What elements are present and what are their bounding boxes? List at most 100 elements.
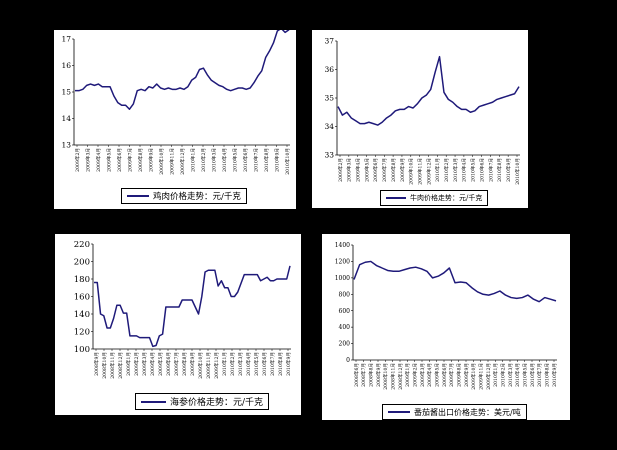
y-tick-label: 16 (61, 61, 71, 70)
y-tick-label: 400 (339, 324, 351, 331)
y-tick-label: 140 (74, 310, 90, 320)
x-tick-label: 2009年10月 (197, 352, 204, 379)
x-tick-label: 2010年6月 (242, 148, 249, 172)
x-tick-label: 2010年1月 (221, 352, 228, 376)
x-tick-label: 2010年4月 (514, 363, 521, 387)
x-tick-label: 2009年1月 (125, 352, 132, 376)
legend-label: 番茄酱出口价格走势：美元/吨 (414, 407, 521, 417)
x-tick-label: 2010年8月 (543, 363, 550, 387)
x-tick-label: 2010年3月 (237, 352, 244, 376)
x-tick-label: 2010年7月 (536, 363, 543, 387)
x-tick-label: 2010年2月 (499, 363, 506, 387)
x-tick-label: 2010年6月 (261, 352, 268, 376)
x-tick-label: 2009年8月 (137, 148, 144, 172)
x-tick-label: 2010年1月 (492, 363, 499, 387)
y-tick-label: 34 (324, 122, 334, 131)
x-tick-label: 2010年1月 (434, 158, 441, 182)
x-tick-label: 2009年9月 (189, 352, 196, 376)
legend-sea-cucumber: 海参价格走势：元/千克 (135, 393, 270, 410)
x-tick-label: 2010年10月 (514, 158, 521, 185)
series-line (75, 30, 290, 110)
chart-panel-sea-cucumber: 100 120 140 160 180 200 220 2008年9月 2008年10月 2008… (55, 234, 301, 415)
x-tick-label: 2009年12月 (179, 148, 186, 175)
x-tick-label: 2010年4月 (245, 352, 252, 376)
x-tick-label: 2009年11月 (477, 363, 484, 390)
x-tick-label: 2010年3月 (507, 363, 514, 387)
y-tick-label: 1200 (335, 259, 350, 266)
x-tick-label: 2010年3月 (452, 158, 459, 182)
x-tick-label: 2009年6月 (372, 158, 379, 182)
x-tick-label: 2009年3月 (419, 363, 426, 387)
legend-label: 牛肉价格走势：元/千克 (410, 194, 483, 202)
x-tick-label: 2009年2月 (337, 158, 344, 182)
chart-panel-beef: 33 34 35 36 37 2009年2月 2009年3月 2009年4月 2009年5月 20… (312, 30, 528, 208)
y-tick-label: 35 (324, 94, 334, 103)
x-tick-label: 2008年9月 (375, 363, 382, 387)
x-tick-label: 2009年5月 (433, 363, 440, 387)
y-tick-label: 13 (61, 141, 71, 150)
x-tick-label: 2010年7月 (487, 158, 494, 182)
x-tick-label: 2009年5月 (157, 352, 164, 376)
x-tick-label: 2009年10月 (470, 363, 477, 390)
x-tick-label: 2008年10月 (101, 352, 108, 379)
x-tick-label: 2009年8月 (181, 352, 188, 376)
y-tick-label: 160 (74, 292, 90, 302)
x-tick-label: 2008年8月 (367, 363, 374, 387)
x-tick-label: 2010年8月 (277, 352, 284, 376)
x-tick-label: 2010年9月 (285, 352, 292, 376)
x-tick-label: 2010年8月 (263, 148, 270, 172)
x-tick-label: 2010年5月 (521, 363, 528, 387)
y-tick-label: 1400 (335, 242, 350, 249)
x-tick-label: 2010年6月 (529, 363, 536, 387)
x-tick-label: 2009年5月 (363, 158, 370, 182)
x-tick-label: 2009年6月 (165, 352, 172, 376)
x-tick-label: 2008年6月 (353, 363, 360, 387)
x-tick-label: 2009年2月 (411, 363, 418, 387)
x-tick-label: 2010年10月 (284, 148, 291, 175)
chart-panel-tomato-paste: 0 200 400 600 800 1000 1200 1400 2008年6月 2008年7月 2… (322, 234, 570, 420)
x-tick-label: 2010年4月 (221, 148, 228, 172)
x-tick-label: 2010年9月 (273, 148, 280, 172)
x-tick-label: 2009年4月 (149, 352, 156, 376)
x-tick-label: 2009年3月 (84, 148, 91, 172)
x-tick-label: 2010年2月 (443, 158, 450, 182)
y-tick-label: 200 (339, 341, 351, 348)
x-tick-label: 2009年12月 (213, 352, 220, 379)
series-line (353, 260, 557, 303)
y-tick-label: 17 (61, 35, 71, 44)
x-tick-label: 2009年12月 (485, 363, 492, 390)
x-tick-label: 2010年5月 (253, 352, 260, 376)
x-tick-label: 2009年7月 (126, 148, 133, 172)
x-tick-label: 2010年9月 (505, 158, 512, 182)
x-tick-label: 2009年6月 (116, 148, 123, 172)
legend-swatch (127, 195, 149, 197)
y-tick-label: 1000 (335, 275, 350, 282)
series-line (337, 55, 520, 126)
x-tick-label: 2009年3月 (141, 352, 148, 376)
y-tick-label: 100 (74, 345, 90, 355)
x-tick-label: 2009年12月 (425, 158, 432, 185)
x-tick-label: 2009年7月 (448, 363, 455, 387)
x-tick-label: 2008年12月 (117, 352, 124, 379)
x-tick-label: 2009年2月 (74, 148, 81, 172)
x-tick-label: 2009年7月 (381, 158, 388, 182)
x-tick-label: 2008年11月 (389, 363, 396, 390)
x-tick-label: 2009年5月 (105, 148, 112, 172)
x-tick-label: 2009年8月 (390, 158, 397, 182)
y-tick-label: 37 (324, 37, 334, 46)
x-tick-label: 2009年6月 (441, 363, 448, 387)
x-tick-label: 2010年2月 (200, 148, 207, 172)
x-tick-label: 2010年5月 (470, 158, 477, 182)
x-tick-label: 2009年1月 (404, 363, 411, 387)
y-tick-label: 180 (74, 275, 90, 285)
legend-chicken: 鸡肉价格走势：元/千克 (121, 188, 247, 204)
x-tick-label: 2009年10月 (408, 158, 415, 185)
legend-tomato-paste: 番茄酱出口价格走势：美元/吨 (382, 404, 527, 420)
x-tick-label: 2009年11月 (416, 158, 423, 185)
x-tick-label: 2009年9月 (463, 363, 470, 387)
legend-swatch (388, 411, 410, 413)
y-tick-label: 33 (324, 151, 334, 160)
x-tick-label: 2008年12月 (397, 363, 404, 390)
